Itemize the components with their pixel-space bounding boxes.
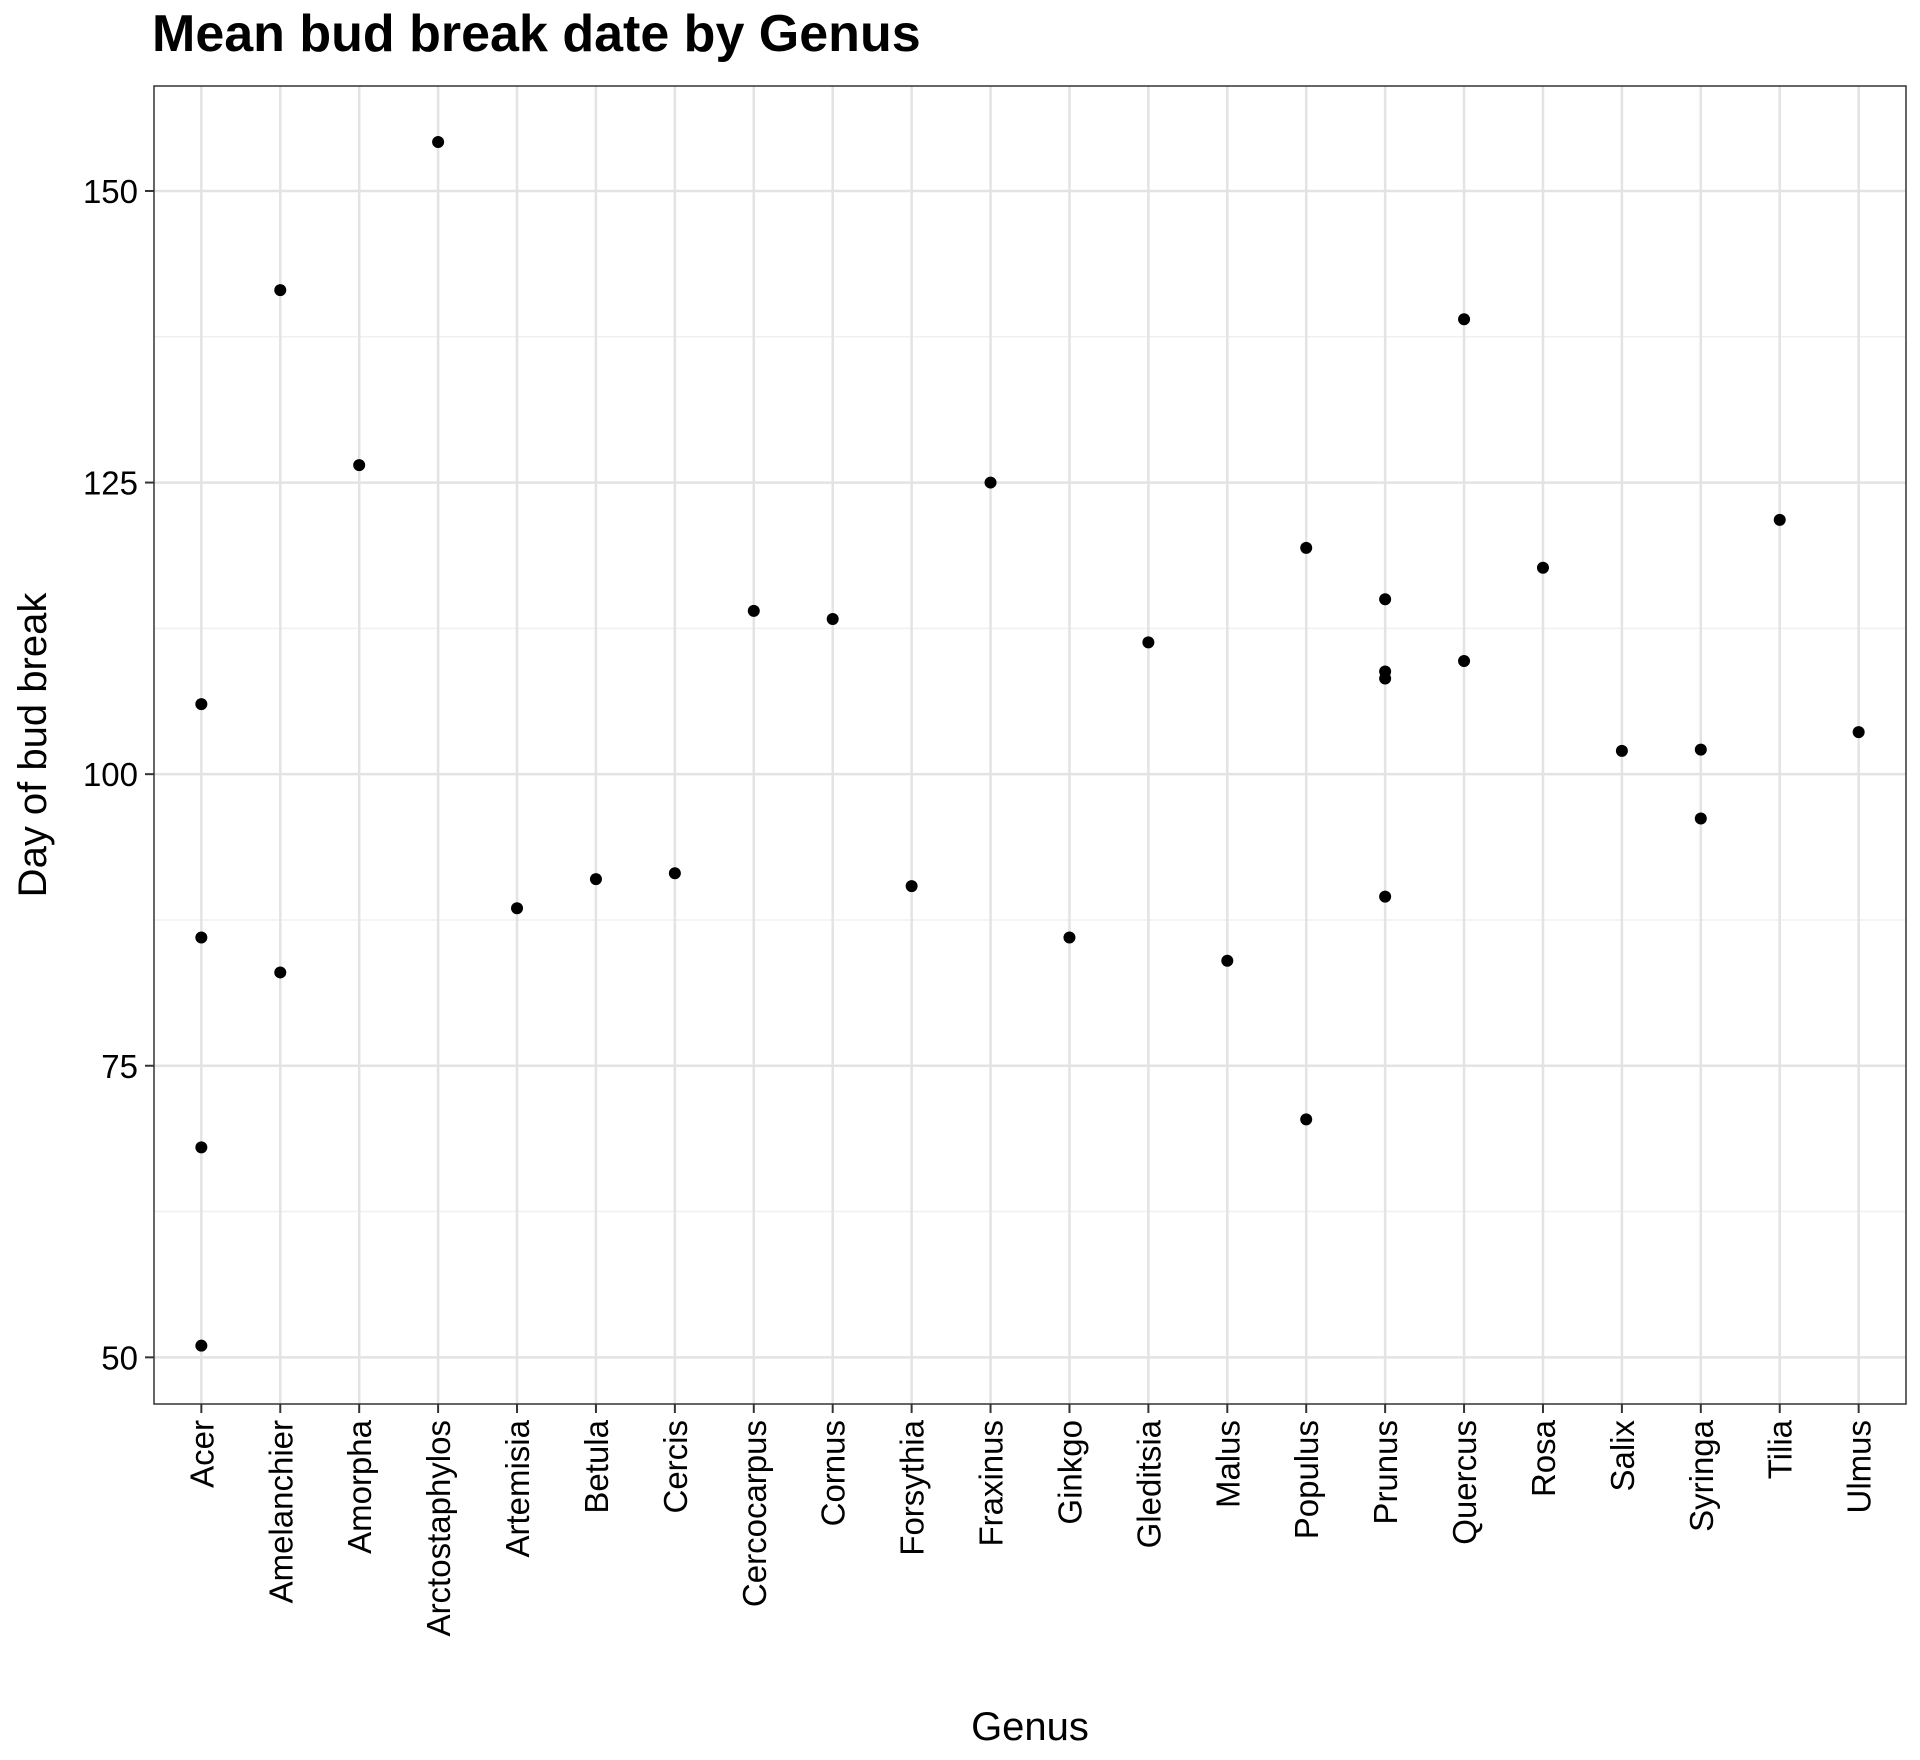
data-point [1773,513,1786,526]
x-tick-label: Populus [1288,1420,1325,1539]
data-point [1300,1113,1313,1126]
data-point [1379,672,1392,685]
plot-border [153,85,1907,1405]
data-point [1615,744,1628,757]
y-tick-label: 75 [101,1048,138,1085]
x-tick-label: Artemisia [499,1419,536,1557]
x-tick-label: Cercocarpus [736,1420,773,1607]
data-point [1694,812,1707,825]
x-axis: Acer Amelanchier Amorpha Arctostaphylos Arte… [183,1404,1878,1636]
chart-title: Mean bud break date by Genus [152,5,921,63]
x-tick-label: Rosa [1525,1419,1562,1497]
data-point [1379,890,1392,903]
y-tick-label: 50 [101,1339,138,1376]
data-point [274,966,287,979]
data-point [826,613,839,626]
data-point [432,135,445,148]
data-point [668,867,681,880]
data-point [905,880,918,893]
data-point [195,1339,208,1352]
data-point [511,902,524,915]
x-axis-label: Genus [971,1705,1089,1749]
x-tick-label: Tilia [1762,1419,1799,1479]
data-point [1300,541,1313,554]
x-tick-label: Ginkgo [1051,1420,1088,1525]
y-axis: 50 75 100 125 150 [83,173,154,1376]
x-tick-label: Amorpha [341,1419,378,1554]
x-tick-label: Malus [1209,1420,1246,1508]
data-point [1852,726,1865,739]
minor-gridlines [154,336,1906,1213]
x-tick-label: Fraxinus [973,1420,1010,1547]
data-point [1536,561,1549,574]
data-point [353,459,366,472]
data-point [984,476,997,489]
data-point [195,1141,208,1154]
data-point [195,931,208,944]
y-tick-label: 100 [83,756,138,793]
x-tick-label: Forsythia [894,1419,931,1555]
data-point [1379,593,1392,606]
plot-panel [154,86,1906,1404]
data-point [195,698,208,711]
x-tick-label: Betula [578,1419,615,1513]
major-gridlines [154,86,1906,1404]
y-tick-label: 150 [83,173,138,210]
x-tick-label: Salix [1604,1420,1641,1492]
data-point [1063,931,1076,944]
data-point [274,284,287,297]
data-point [589,873,602,886]
x-tick-label: Arctostaphylos [420,1420,457,1636]
x-tick-label: Amelanchier [262,1420,299,1603]
data-point [1458,313,1471,326]
x-tick-label: Acer [183,1420,220,1488]
x-tick-label: Syringa [1683,1419,1720,1532]
y-axis-label: Day of bud break [11,592,55,898]
data-point [1142,636,1155,649]
data-points [195,135,1865,1352]
data-point [1694,743,1707,756]
data-point [747,604,760,617]
y-tick-label: 125 [83,465,138,502]
x-tick-label: Gleditsia [1130,1419,1167,1548]
data-point [1221,954,1234,967]
x-tick-label: Prunus [1367,1420,1404,1525]
x-tick-label: Ulmus [1841,1420,1878,1514]
data-point [1458,655,1471,668]
x-tick-label: Cercis [657,1420,694,1514]
x-tick-label: Cornus [815,1420,852,1526]
x-tick-label: Quercus [1446,1420,1483,1545]
